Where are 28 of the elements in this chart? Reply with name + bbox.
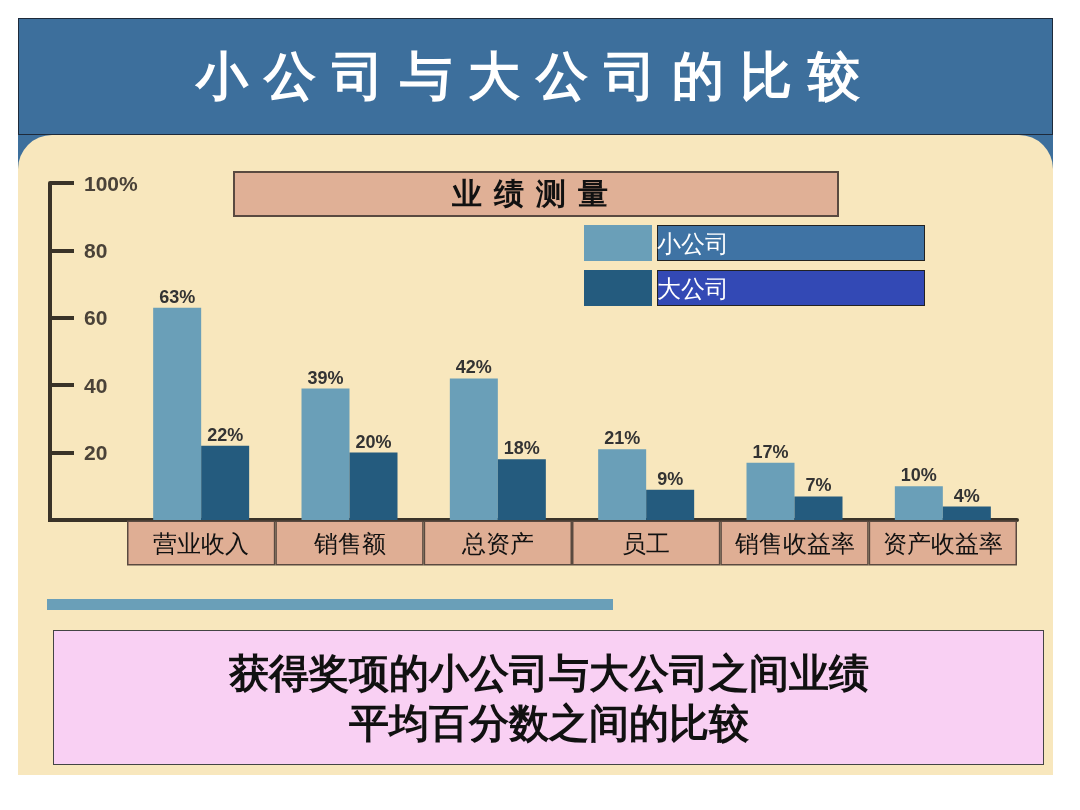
data-label: 17% <box>752 441 789 462</box>
y-tick-label: 60 <box>84 306 108 330</box>
x-tick-label: 员工 <box>622 529 671 557</box>
data-label: 9% <box>657 468 684 489</box>
data-label: 20% <box>355 431 392 452</box>
data-label: 21% <box>604 428 641 449</box>
data-label: 7% <box>805 475 832 496</box>
bar <box>942 506 991 520</box>
y-tick-label: 80 <box>84 238 108 262</box>
legend-label: 大公司 <box>657 274 729 302</box>
data-label: 4% <box>953 485 980 506</box>
bar <box>794 496 843 520</box>
x-tick-label: 销售收益率 <box>733 529 855 557</box>
y-tick-label: 40 <box>84 373 108 397</box>
data-label: 63% <box>159 286 196 307</box>
x-tick-label: 总资产 <box>460 529 534 557</box>
data-label: 39% <box>307 367 344 388</box>
data-label: 10% <box>900 465 937 486</box>
y-tick-label: 20 <box>84 441 108 465</box>
data-label: 42% <box>455 357 492 378</box>
data-label: 18% <box>503 438 540 459</box>
x-tick-label: 营业收入 <box>153 529 250 557</box>
x-tick-label: 销售额 <box>312 529 386 557</box>
y-tick-label: 100% <box>84 171 139 195</box>
data-label: 22% <box>207 424 244 445</box>
chart-title: 小公司与大公司的比较 <box>18 18 1053 135</box>
x-tick-label: 资产收益率 <box>882 529 1003 557</box>
text: 获得奖项的小公司与大公司之间业绩平均百分数之间的比较 <box>227 649 870 747</box>
